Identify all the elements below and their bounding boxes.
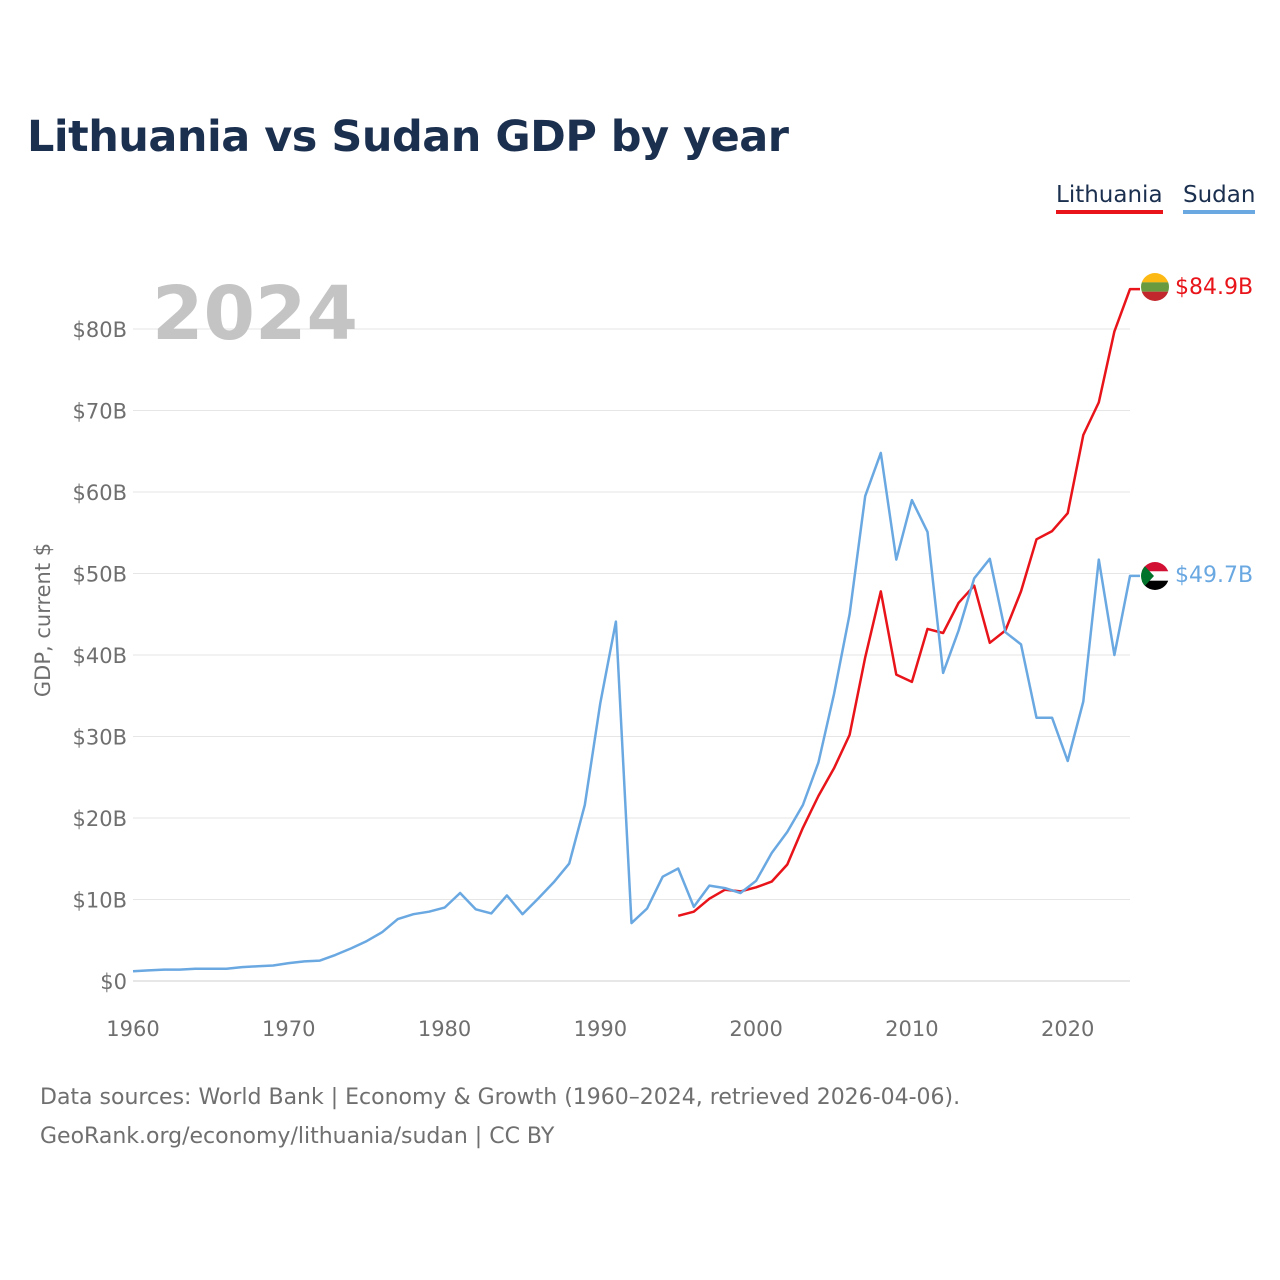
y-axis-title: GDP, current $ [31,543,55,697]
year-watermark: 2024 [152,271,358,357]
x-tick-label: 2000 [729,1017,782,1041]
y-tick-label: $30B [73,726,128,750]
flag-stripe [1141,282,1169,292]
x-tick-label: 2010 [885,1017,938,1041]
x-tick-label: 1960 [106,1017,159,1041]
x-tick-label: 2020 [1041,1017,1094,1041]
lithuania-end-label: $84.9B [1175,275,1253,300]
y-tick-label: $60B [73,481,128,505]
y-tick-label: $80B [73,318,128,342]
gridlines [133,328,1130,982]
legend-sudan[interactable]: Sudan [1183,182,1256,214]
flag-stripe [1141,562,1169,572]
y-tick-label: $70B [73,400,128,424]
y-tick-label: $0 [100,970,127,994]
x-tick-label: 1990 [574,1017,627,1041]
x-tick-label: 1980 [418,1017,471,1041]
flag-stripe [1141,571,1169,581]
flag-triangle [1141,562,1154,590]
series-line-sudan [132,451,1140,973]
y-tick-label: $40B [73,644,128,668]
y-tick-label: $20B [73,807,128,831]
y-tick-label: $50B [73,563,128,587]
sudan-flag-icon [1141,562,1169,590]
flag-stripe [1141,291,1169,301]
flag-stripe [1141,580,1169,590]
x-tick-label: 1970 [262,1017,315,1041]
series-lines [132,287,1140,973]
axes: $0 $10B $20B $30B $40B $50B $60B $70B $80B 1960 19… [73,318,1095,1041]
chart-title: Lithuania vs Sudan GDP by year [27,112,789,162]
y-tick-label: $10B [73,889,128,913]
flag-stripe [1141,273,1169,283]
credit-link[interactable]: GeoRank.org/economy/lithuania/sudan | CC… [40,1124,555,1149]
data-source-note: Data sources: World Bank | Economy & Gro… [40,1085,961,1110]
series-line-lithuania [677,287,1140,918]
sudan-end-label: $49.7B [1175,563,1253,588]
lithuania-flag-icon [1141,273,1169,301]
legend-lithuania[interactable]: Lithuania [1056,182,1163,214]
